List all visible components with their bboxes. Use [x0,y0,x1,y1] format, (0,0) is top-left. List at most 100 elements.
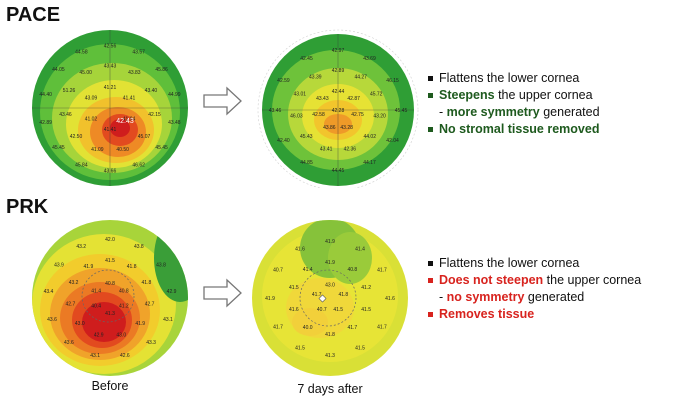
keratometry-value-label: 41.5 [105,258,115,264]
keratometry-value-label: 45.45 [155,145,168,151]
keratometry-value-label: 40.8 [119,288,129,294]
keratometry-value-label: 43.8 [134,244,144,250]
before-caption: Before [91,379,129,393]
keratometry-value-label: 41.9 [135,321,145,327]
keratometry-value-label: 42.56 [104,43,117,49]
keratometry-value-label: 42.43 [116,118,134,125]
keratometry-value-label: 43.8 [156,263,166,269]
keratometry-value-label: 42.58 [312,112,325,118]
keratometry-value-label: 41.5 [333,307,343,313]
keratometry-value-label: 41.09 [91,147,104,153]
keratometry-value-label: 43.1 [90,353,100,359]
keratometry-value-label: 43.46 [269,108,282,114]
keratometry-value-label: 41.8 [127,264,137,270]
keratometry-value-label: 41.7 [347,325,357,331]
bullet-square-icon [428,261,433,266]
keratometry-value-label: 41.04 [123,116,136,122]
keratometry-value-label: 42.04 [386,138,399,144]
keratometry-value-label: 45.86 [155,67,168,73]
keratometry-value-label: 45.00 [79,70,92,76]
keratometry-value-label: 40.50 [116,147,129,153]
prk-bullet-text: - no symmetry generated [439,290,585,304]
keratometry-value-label: 41.6 [385,296,395,302]
keratometry-value-label: 41.41 [123,96,136,102]
keratometry-value-label: 41.4 [355,247,365,253]
keratometry-value-label: 43.46 [59,112,72,118]
prk-bullet-text: Does not steepen the upper cornea [439,273,642,287]
topography-color-bands [252,220,408,376]
keratometry-value-label: 42.75 [351,112,364,118]
keratometry-value-label: 42.45 [300,56,313,62]
keratometry-value-label: 43.83 [128,70,141,76]
keratometry-value-label: 43.3 [146,340,156,346]
keratometry-value-label: 41.4 [303,267,313,273]
prk-before-topography-map: 40.8 40.8 41.2 41.3 40.4 41.4 41.5 41.8 41.8 42.7… [32,220,188,376]
color-band [292,308,328,336]
keratometry-value-label: 41.9 [84,264,94,270]
keratometry-value-label: 43.9 [54,263,64,269]
after-caption: 7 days after [297,382,363,396]
keratometry-value-label: 43.48 [168,120,181,126]
keratometry-value-label: 42.9 [94,332,104,338]
keratometry-value-label: 41.3 [105,311,115,317]
keratometry-value-label: 45.84 [75,162,88,168]
keratometry-value-label: 43.01 [294,91,307,97]
keratometry-value-label: 51.26 [63,88,76,94]
keratometry-value-label: 44.99 [168,92,181,98]
color-band [328,232,372,284]
keratometry-value-label: 40.0 [303,325,313,331]
keratometry-value-label: 43.39 [309,74,322,80]
keratometry-value-label: 41.41 [104,127,117,133]
keratometry-value-label: 41.5 [289,285,299,291]
keratometry-value-label: 40.7 [317,307,327,313]
keratometry-value-label: 46.15 [386,78,399,84]
keratometry-value-label: 41.02 [85,116,98,122]
keratometry-value-label: 41.7 [273,325,283,331]
keratometry-value-label: 42.7 [66,301,76,307]
bullet-square-icon [428,312,433,317]
keratometry-value-label: 41.5 [355,345,365,351]
keratometry-value-label: 43.69 [363,56,376,62]
keratometry-value-label: 41.4 [91,288,101,294]
keratometry-value-label: 45.72 [370,91,383,97]
keratometry-value-label: 43.41 [320,146,333,152]
keratometry-value-label: 43.0 [325,283,335,289]
prk-bullet-item: Flattens the lower cornea [428,255,688,272]
pace-bullet-text: No stromal tissue removed [439,122,600,136]
keratometry-value-label: 43.43 [104,63,117,69]
keratometry-value-label: 41.2 [119,304,129,310]
pace-bullet-text: Steepens the upper cornea [439,88,593,102]
keratometry-value-label: 42.87 [347,96,360,102]
keratometry-value-label: 44.58 [75,50,88,56]
keratometry-value-label: 41.3 [325,353,335,359]
keratometry-value-label: 45.45 [395,108,408,114]
color-band [110,119,130,137]
pace-bullet-text: Flattens the lower cornea [439,71,580,85]
keratometry-value-label: 43.4 [44,289,54,295]
prk-after-topography-map: 43.041.841.540.741.741.940.841.241.541.7… [252,220,408,376]
keratometry-value-label: 44.45 [332,168,345,174]
keratometry-value-label: 43.28 [340,125,353,131]
keratometry-value-label: 41.8 [325,332,335,338]
keratometry-value-label: 42.97 [332,48,345,54]
bullet-square-icon [428,76,433,81]
topography-color-bands [32,220,188,376]
keratometry-value-label: 40.7 [273,268,283,274]
keratometry-value-label: 43.09 [85,96,98,102]
prk-bullet-item: Removes tissue [428,306,688,323]
keratometry-value-label: 43.66 [104,169,117,175]
pace-arrow-icon [203,86,242,116]
keratometry-value-label: 41.6 [289,307,299,313]
keratometry-value-label: 42.7 [145,301,155,307]
keratometry-value-label: 43.6 [64,340,74,346]
keratometry-value-label: 45.43 [300,134,313,140]
keratometry-value-label: 42.50 [70,134,83,140]
keratometry-value-label: 44.02 [363,134,376,140]
keratometry-value-label: 44.05 [52,67,65,73]
keratometry-value-label: 41.5 [361,307,371,313]
prk-bullet-text: Flattens the lower cornea [439,256,580,270]
pace-title: PACE [6,4,61,26]
keratometry-value-label: 42.9 [167,289,177,295]
keratometry-value-label: 43.43 [316,96,329,102]
pace-bullet-list: Flattens the lower cornea Steepens the up… [428,70,688,138]
